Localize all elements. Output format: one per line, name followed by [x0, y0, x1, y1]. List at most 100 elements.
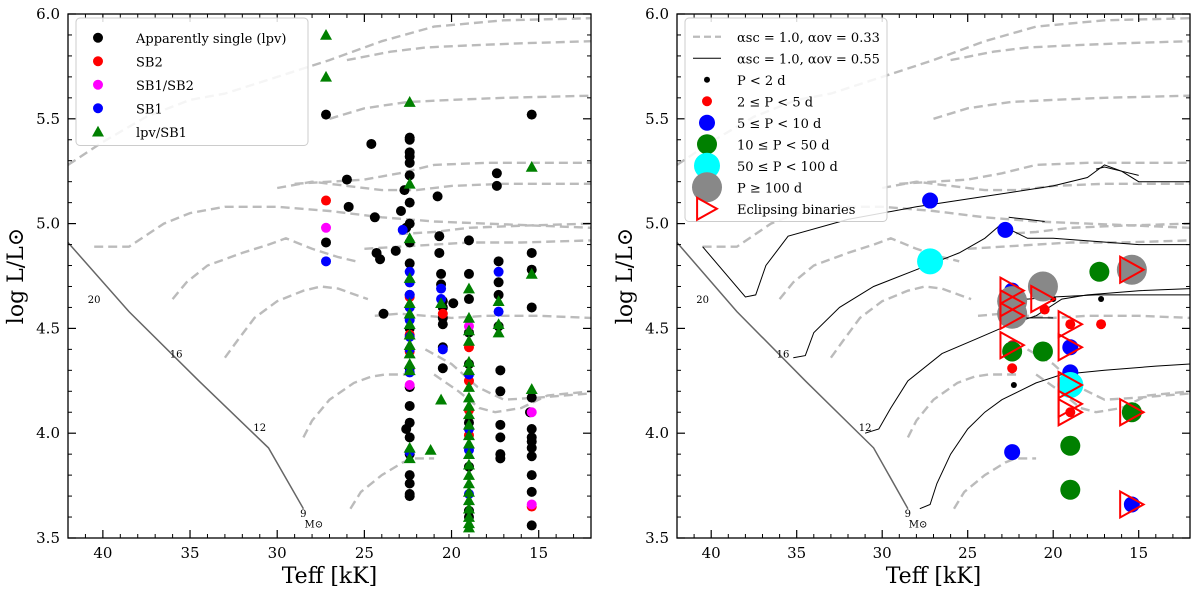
evolution-track-dashed — [433, 373, 591, 414]
data-point — [462, 355, 475, 367]
legend-label: 5 ≤ P < 10 d — [737, 117, 821, 132]
evolution-track-dashed — [302, 373, 417, 438]
y-axis-title: log L/L⊙ — [4, 228, 29, 324]
data-point — [462, 391, 475, 403]
data-point — [403, 318, 416, 330]
data-point — [390, 245, 401, 256]
legend: αsc = 1.0, αov = 0.33 αsc = 1.0, αov = 0.… — [684, 17, 888, 222]
data-point — [462, 502, 475, 514]
data-point — [462, 469, 475, 480]
series-eclipsing-binaries — [999, 255, 1146, 520]
legend-item: 50 ≤ P < 100 d — [694, 152, 838, 179]
data-point — [525, 383, 538, 394]
evolution-track-solid — [793, 222, 1190, 359]
evolution-track-dashed — [294, 161, 591, 185]
data-point — [492, 318, 505, 330]
data-point — [462, 399, 475, 411]
zams-line — [677, 242, 909, 510]
data-point — [424, 443, 437, 455]
data-point — [321, 195, 332, 206]
data-point — [493, 306, 504, 317]
data-point — [403, 328, 416, 340]
data-point — [462, 364, 475, 376]
y-tick-label: 6.0 — [645, 5, 669, 23]
data-point — [1060, 435, 1081, 456]
data-point — [462, 485, 475, 497]
mass-label: 9 — [905, 509, 911, 520]
data-point — [526, 520, 537, 531]
data-point — [999, 330, 1026, 360]
data-point — [435, 393, 448, 405]
data-point — [403, 452, 416, 464]
x-tick-label: 25 — [355, 544, 374, 562]
data-point — [526, 499, 537, 510]
data-point — [1004, 444, 1021, 461]
x-tick-label: 40 — [702, 544, 721, 562]
data-point — [493, 266, 504, 277]
data-point — [495, 419, 506, 430]
data-point — [526, 451, 537, 462]
evolution-track-dashed — [899, 161, 1190, 185]
mass-label: 12 — [859, 423, 872, 434]
data-point — [495, 386, 506, 397]
data-point — [493, 277, 504, 288]
data-point — [493, 256, 504, 267]
data-point — [369, 212, 380, 223]
legend-item: 5 ≤ P < 10 d — [699, 114, 821, 132]
x-tick-label: 20 — [442, 544, 461, 562]
legend-item: αsc = 1.0, αov = 0.33 — [693, 31, 880, 46]
evolution-track-dashed — [94, 205, 591, 248]
data-point — [1027, 271, 1058, 302]
data-point — [321, 237, 332, 248]
data-point — [435, 297, 448, 309]
data-point — [491, 168, 502, 179]
data-point — [462, 494, 475, 506]
evolution-track-solid — [1095, 166, 1139, 176]
evolution-track-dashed — [967, 239, 1190, 250]
mass-label: 20 — [696, 295, 709, 306]
data-point — [432, 191, 443, 202]
legend-label: αsc = 1.0, αov = 0.55 — [737, 52, 880, 67]
data-point — [462, 448, 475, 459]
series-50-p-100-d — [917, 248, 1084, 398]
series-10-p-50-d — [1002, 261, 1142, 500]
legend-marker — [692, 172, 722, 203]
data-point — [401, 424, 412, 435]
legend-marker — [696, 196, 719, 222]
evolution-track-dashed — [952, 457, 1037, 510]
data-point — [403, 441, 416, 453]
data-point — [463, 235, 474, 246]
y-tick-label: 3.5 — [645, 529, 669, 547]
data-point — [1065, 319, 1076, 330]
data-point — [462, 477, 475, 489]
evolution-track-dashed — [171, 237, 356, 300]
legend-label: Apparently single (lpv) — [135, 32, 286, 47]
data-point — [495, 453, 506, 464]
legend: Apparently single (lpv) SB2 SB1/SB2 SB1 lpv/… — [75, 17, 309, 146]
data-point — [434, 247, 445, 258]
x-axis-title: Teff [kK] — [282, 564, 378, 589]
data-point — [404, 478, 415, 489]
data-point — [1057, 397, 1085, 427]
evolution-track-dashed — [329, 94, 591, 120]
legend-item: Apparently single (lpv) — [93, 32, 286, 47]
mass-label: 20 — [88, 295, 101, 306]
data-point — [404, 218, 415, 229]
data-point — [404, 488, 415, 499]
y-tick-label: 3.5 — [36, 529, 60, 547]
y-tick-label: 4.0 — [36, 424, 60, 442]
y-tick-label: 5.0 — [645, 215, 669, 233]
evolution-track-dashed — [906, 373, 1019, 438]
x-tick-label: 35 — [180, 544, 199, 562]
data-point — [462, 334, 475, 346]
legend-label: SB1 — [136, 102, 163, 117]
data-point — [1057, 309, 1085, 339]
legend-box — [75, 17, 309, 146]
evolution-track-dashed — [374, 312, 591, 320]
data-point — [463, 294, 474, 305]
legend-item: 2 ≤ P < 5 d — [702, 95, 813, 110]
data-point — [462, 429, 475, 441]
panel-left: 20 16 12 9M⊙ 40 35 30 25 20 15 3.5 4.0 4.5 5.0 5.5 6.0 T… — [4, 5, 592, 589]
data-point — [493, 289, 504, 300]
data-point — [999, 301, 1026, 331]
